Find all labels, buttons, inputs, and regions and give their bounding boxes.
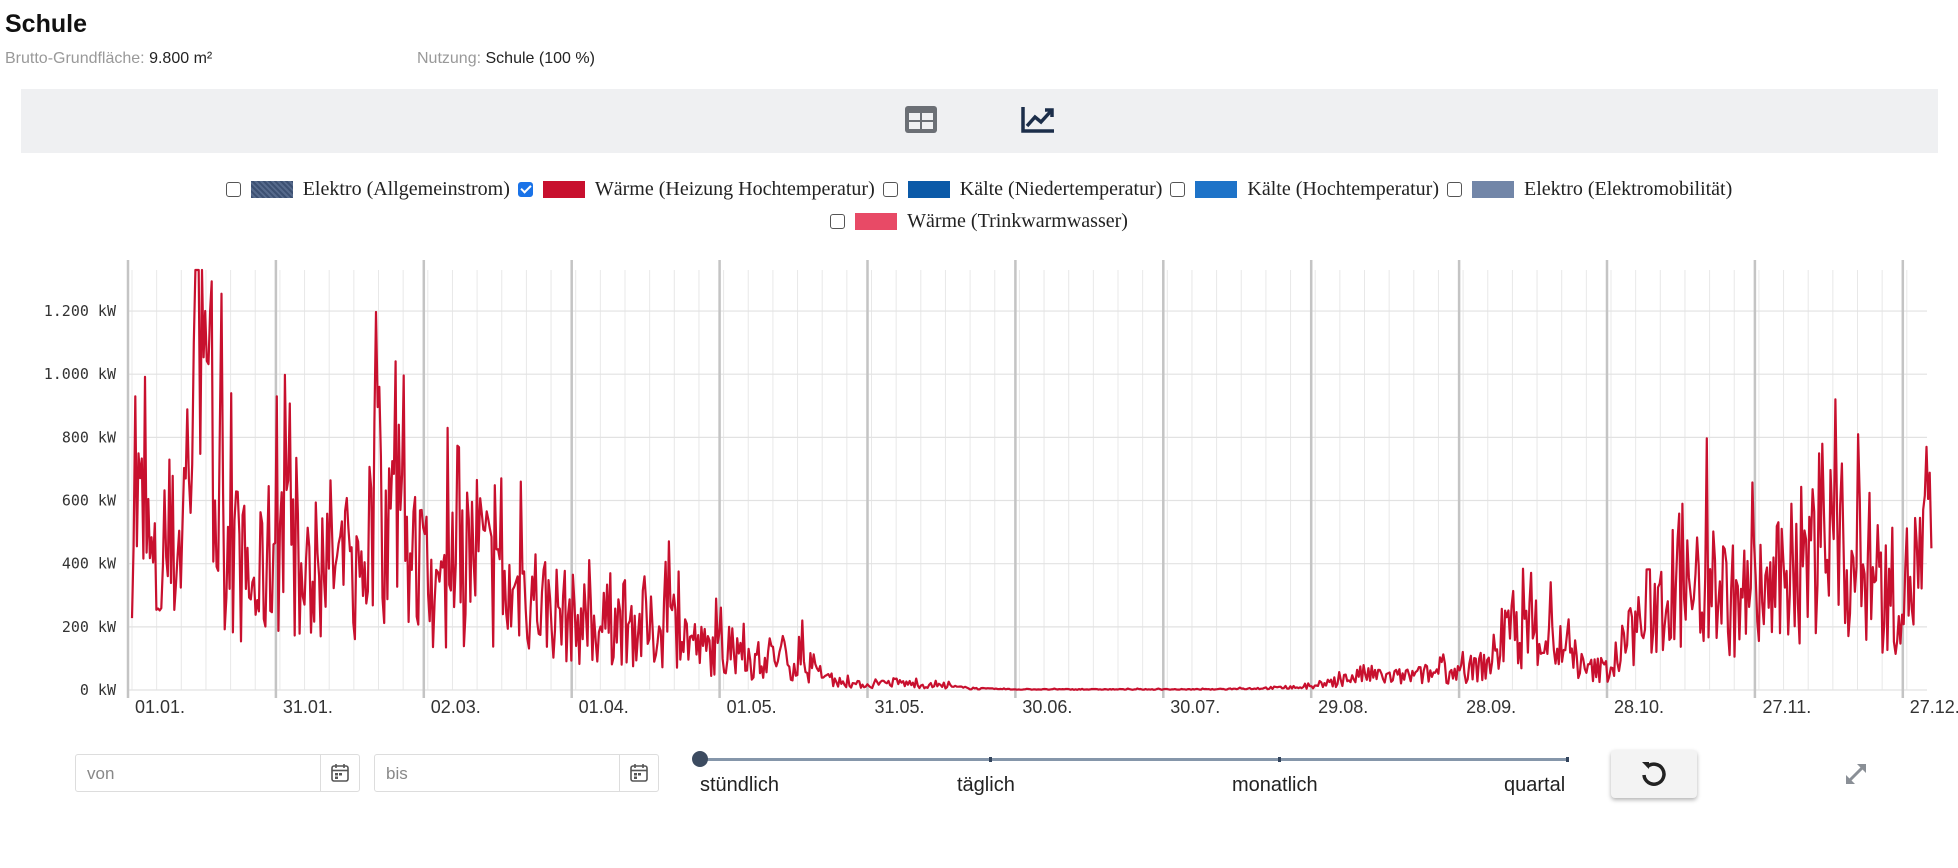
y-tick-label: 200 kW [62,618,117,636]
legend-swatch [1195,181,1238,198]
x-axis: 01.01. 31.01. 02.03. 01.04. 01.05. 31.05. 30.0… [135,697,1958,717]
calendar-icon [331,764,349,782]
to-date-input[interactable]: bis [374,754,659,792]
y-tick-label: 800 kW [62,428,117,446]
expand-button[interactable] [1840,758,1872,790]
legend-item-waerme-heizung[interactable]: Wärme (Heizung Hochtemperatur) [517,178,875,201]
to-date-placeholder: bis [386,764,408,783]
table-view-button[interactable] [903,103,943,139]
calendar-icon [630,764,648,782]
legend-item-elektro-allgemein[interactable]: Elektro (Allgemeinstrom) [225,178,510,201]
x-tick-label: 29.08. [1318,697,1368,717]
resolution-option-monthly[interactable]: monatlich [1232,774,1318,796]
x-tick-label: 28.09. [1466,697,1516,717]
legend-label: Wärme (Trinkwarmwasser) [907,210,1128,232]
legend-swatch [855,213,898,230]
area-info: Brutto-Grundfläche: 9.800 m² [5,50,212,68]
area-value: 9.800 m² [149,50,213,67]
legend-label: Elektro (Allgemeinstrom) [302,178,510,200]
page-title: Schule [5,10,87,38]
legend-item-elektro-mobil[interactable]: Elektro (Elektromobilität) [1447,178,1732,201]
x-tick-label: 01.05. [727,697,777,717]
legend-checkbox[interactable] [1447,182,1462,197]
legend-label: Kälte (Niedertemperatur) [959,178,1163,200]
x-tick-label: 31.01. [283,697,333,717]
table-icon [905,106,937,133]
chart-view-button[interactable] [1020,103,1060,139]
legend-row-1: Elektro (Allgemeinstrom) Wärme (Heizung … [0,178,1958,201]
legend-label: Elektro (Elektromobilität) [1524,178,1733,200]
resolution-option-daily[interactable]: täglich [957,774,1015,796]
resolution-option-hourly[interactable]: stündlich [700,774,779,796]
y-tick-label: 600 kW [62,492,117,510]
x-tick-label: 30.07. [1170,697,1220,717]
reset-icon [1642,762,1666,786]
from-calendar-button[interactable] [320,755,359,791]
slider-step-dot [989,757,992,762]
x-tick-label: 27.12. [1910,697,1958,717]
legend-label: Wärme (Heizung Hochtemperatur) [594,178,875,200]
x-tick-label: 02.03. [431,697,481,717]
y-axis: 0 kW 200 kW 400 kW 600 kW 800 kW 1.000 kW 1.20… [44,302,117,699]
view-toolbar [21,89,1938,153]
resolution-slider-handle[interactable] [692,751,708,767]
x-tick-label: 31.05. [874,697,924,717]
legend-item-waerme-trinkwasser[interactable]: Wärme (Trinkwarmwasser) [830,210,1128,233]
y-tick-label: 0 kW [80,681,117,699]
legend-row-2: Wärme (Trinkwarmwasser) [0,210,1958,233]
legend-swatch [542,181,585,198]
legend-checkbox[interactable] [882,182,898,197]
legend-checkbox[interactable] [830,214,846,229]
slider-step-dot [1566,757,1569,762]
y-tick-label: 1.200 kW [44,302,117,320]
legend-label: Kälte (Hochtemperatur) [1247,178,1439,200]
y-tick-label: 1.000 kW [44,365,117,383]
resolution-option-quarterly[interactable]: quartal [1504,774,1566,796]
x-tick-label: 27.11. [1763,697,1812,717]
from-date-placeholder: von [87,764,115,783]
to-calendar-button[interactable] [619,755,658,791]
legend-swatch [1472,181,1514,198]
slider-step-dot [1278,757,1281,762]
legend-checkbox[interactable] [225,182,241,197]
x-tick-label: 28.10. [1614,697,1664,717]
legend-swatch [907,181,950,198]
legend-item-kaelte-nieder[interactable]: Kälte (Niedertemperatur) [882,178,1163,201]
usage-value: Schule (100 %) [485,50,595,67]
chart-line-icon [1021,107,1054,133]
legend-item-kaelte-hoch[interactable]: Kälte (Hochtemperatur) [1170,178,1439,201]
usage-info: Nutzung: Schule (100 %) [417,50,595,68]
series-line-waerme-heizung [130,268,1933,691]
x-tick-label: 01.01. [135,697,185,717]
reset-button[interactable] [1611,750,1697,798]
from-date-input[interactable]: von [75,754,360,792]
x-tick-label: 30.06. [1022,697,1072,717]
x-tick-label: 01.04. [579,697,629,717]
y-tick-label: 400 kW [62,555,117,573]
consumption-chart[interactable]: 0 kW 200 kW 400 kW 600 kW 800 kW 1.000 kW 1.20… [0,260,1958,735]
usage-label: Nutzung: [417,50,482,67]
expand-icon [1846,764,1866,784]
legend-checkbox[interactable] [1170,182,1186,197]
legend-swatch [250,181,293,198]
resolution-slider-track[interactable] [700,757,1569,762]
legend-checkbox[interactable] [517,182,533,197]
chart-series [130,268,1933,691]
area-label: Brutto-Grundfläche: [5,50,145,67]
chart-grid [126,260,1927,698]
